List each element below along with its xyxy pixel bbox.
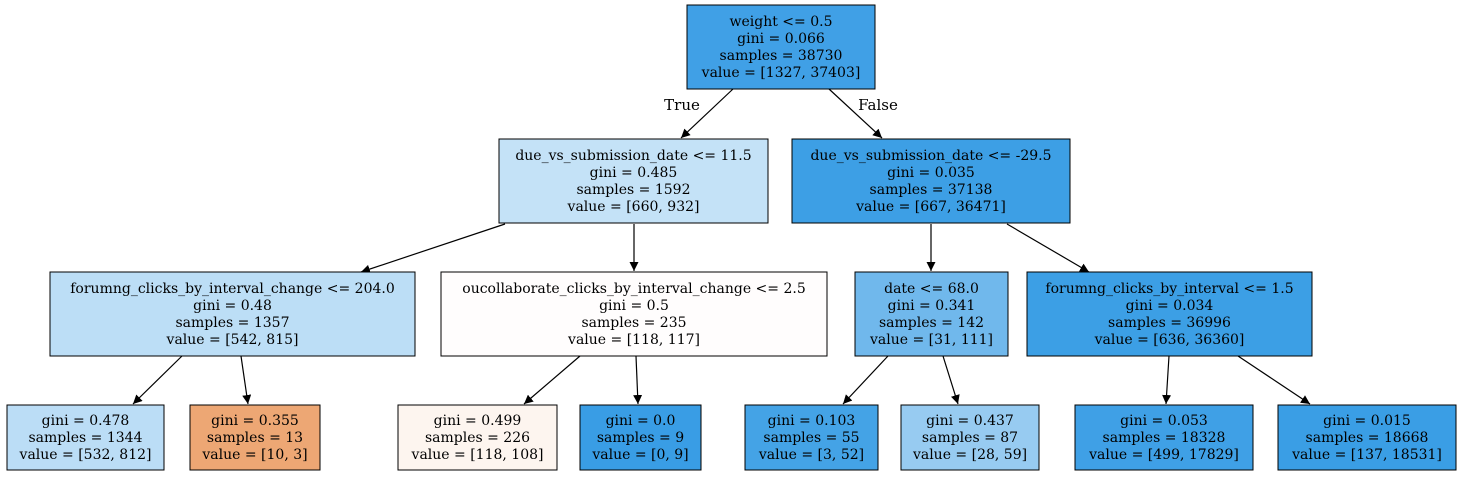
tree-node-line: gini = 0.053 [1120,413,1208,429]
tree-node-line: gini = 0.499 [434,413,522,429]
tree-node-line: value = [660, 932] [567,199,700,215]
tree-node-line: samples = 1357 [176,315,290,331]
edge-label-true: True [664,96,700,114]
tree-node-line: samples = 13 [207,430,303,446]
tree-edge-arrow [1006,223,1090,273]
tree-node-line: forumng_clicks_by_interval <= 1.5 [1045,281,1293,297]
tree-edge-arrow [360,223,506,274]
tree-edge-arrow [828,88,883,139]
tree-node-line: samples = 36996 [1108,315,1231,331]
tree-node-line: gini = 0.341 [888,298,976,314]
tree-edge-arrow [680,88,734,139]
tree-node-box [900,404,1040,471]
tree-node-line: oucollaborate_clicks_by_interval_change … [462,281,805,297]
tree-node-line: samples = 55 [763,430,859,446]
tree-node-box [1074,404,1254,471]
tree-node-box [686,4,876,90]
tree-node-line: samples = 18668 [1306,430,1429,446]
tree-node-line: samples = 1344 [29,430,143,446]
tree-node-line: samples = 142 [879,315,984,331]
tree-node-line: date <= 68.0 [884,281,979,297]
tree-node-line: samples = 37138 [870,182,993,198]
edge-label-false: False [858,96,898,114]
tree-node-line: gini = 0.066 [737,31,825,47]
tree-node-box [1277,404,1457,471]
tree-node-line: due_vs_submission_date <= 11.5 [515,148,751,164]
tree-edge-arrow [523,355,581,405]
tree-node-box [440,271,828,357]
tree-node-line: samples = 18328 [1103,430,1226,446]
tree-node-line: value = [499, 17829] [1088,447,1239,463]
tree-node-line: gini = 0.5 [599,298,669,314]
tree-node-box [6,404,165,471]
tree-node-line: value = [118, 117] [567,332,700,348]
tree-node-line: value = [118, 108] [411,447,544,463]
tree-node-line: samples = 1592 [577,182,691,198]
tree-edge-arrow [240,355,252,405]
tree-edge-arrow [842,355,889,405]
tree-node-box [49,271,416,357]
tree-edge-arrow [1162,355,1172,405]
tree-node-line: gini = 0.355 [211,413,299,429]
tree-node-line: samples = 235 [581,315,686,331]
tree-node-line: forumng_clicks_by_interval_change <= 204… [70,281,395,297]
tree-node-line: gini = 0.035 [887,165,975,181]
tree-node-line: value = [10, 3] [201,447,307,463]
tree-node-line: value = [0, 9] [591,447,688,463]
tree-node-line: samples = 87 [922,430,1018,446]
tree-node-line: gini = 0.437 [926,413,1014,429]
tree-node-line: value = [532, 812] [19,447,152,463]
tree-node-box [791,138,1071,224]
tree-node-line: gini = 0.48 [193,298,272,314]
tree-node-line: gini = 0.478 [42,413,130,429]
tree-edge-arrow [633,355,643,405]
tree-node-box [854,271,1009,357]
tree-node-line: samples = 226 [425,430,530,446]
tree-node-box [744,404,879,471]
tree-node-line: gini = 0.485 [590,165,678,181]
tree-node-box [397,404,558,471]
tree-node-line: gini = 0.0 [606,413,676,429]
tree-edge-arrow [132,355,183,405]
tree-node-line: value = [28, 59] [912,447,1027,463]
tree-node-box [189,404,321,471]
tree-node-line: weight <= 0.5 [730,14,833,30]
tree-node-line: due_vs_submission_date <= -29.5 [810,148,1051,164]
tree-node-line: value = [1327, 37403] [701,65,861,81]
tree-edge-arrow [1237,355,1311,405]
tree-node-box [498,138,769,224]
tree-node-line: gini = 0.034 [1126,298,1214,314]
tree-node-line: value = [636, 36360] [1094,332,1245,348]
tree-edge-arrow [942,355,960,405]
tree-node-line: value = [137, 18531] [1291,447,1442,463]
tree-node-box [1026,271,1313,357]
tree-node-line: value = [3, 52] [758,447,864,463]
tree-node-line: value = [542, 815] [166,332,299,348]
tree-node-box [579,404,702,471]
tree-node-line: samples = 9 [597,430,684,446]
tree-node: oucollaborate_clicks_by_interval_change … [440,271,828,357]
tree-node-line: value = [667, 36471] [855,199,1006,215]
tree-node: forumng_clicks_by_interval_change <= 204… [49,271,416,357]
tree-node-line: value = [31, 111] [869,332,993,348]
tree-node-line: gini = 0.103 [768,413,856,429]
tree-node-line: gini = 0.015 [1323,413,1411,429]
tree-node-line: samples = 38730 [720,48,843,64]
